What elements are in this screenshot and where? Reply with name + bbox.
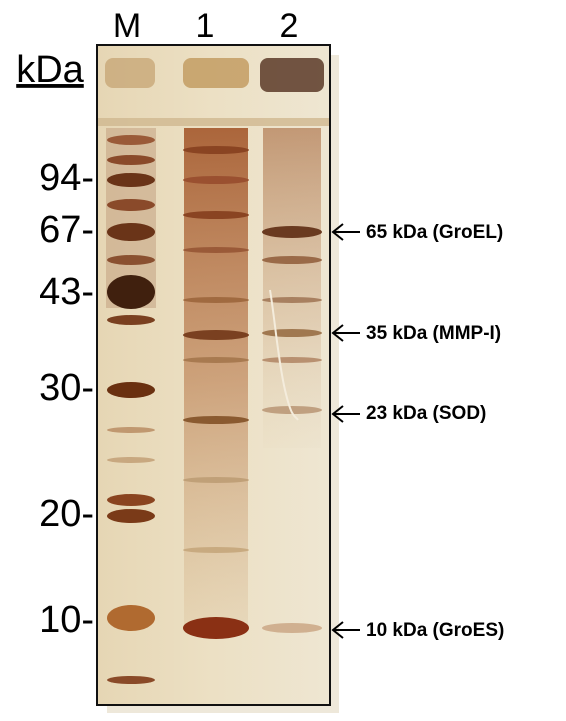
band (262, 256, 322, 264)
band (183, 211, 249, 219)
band (183, 247, 249, 253)
band (107, 199, 155, 211)
band (183, 330, 249, 340)
band (107, 223, 155, 241)
band (262, 357, 322, 363)
band (183, 617, 249, 639)
marker-label: 20- (39, 493, 94, 535)
band (183, 176, 249, 184)
band (107, 494, 155, 506)
marker-label: 94- (39, 157, 94, 199)
band (107, 173, 155, 187)
band (183, 297, 249, 303)
band (107, 605, 155, 631)
band (183, 58, 249, 88)
band (105, 58, 155, 88)
marker-label: 10- (39, 599, 94, 641)
band (107, 255, 155, 265)
band (107, 275, 155, 309)
marker-label: 43- (39, 271, 94, 313)
annotation: 65 kDa (GroEL) (366, 222, 503, 243)
annotation: 23 kDa (SOD) (366, 403, 486, 424)
band (183, 357, 249, 363)
band (183, 547, 249, 553)
band (183, 477, 249, 483)
band (107, 382, 155, 398)
band (107, 155, 155, 165)
lane-label: 1 (196, 7, 215, 45)
unit-label: kDa (16, 49, 84, 91)
band (262, 226, 322, 238)
band (183, 146, 249, 154)
band (262, 329, 322, 337)
lane-label: M (113, 7, 141, 45)
band (98, 118, 329, 126)
gel-figure: M 1 2 kDa 94- 67- 43- 30- 20- 10- 65 kDa… (0, 0, 566, 716)
lane-label: 2 (280, 7, 299, 45)
band (183, 416, 249, 424)
band (263, 128, 321, 448)
annotation: 10 kDa (GroES) (366, 620, 504, 641)
marker-label: 30- (39, 367, 94, 409)
band (107, 457, 155, 463)
band (107, 427, 155, 433)
marker-label: 67- (39, 209, 94, 251)
band (107, 509, 155, 523)
band (260, 58, 324, 92)
band (107, 676, 155, 684)
band (262, 623, 322, 633)
band (107, 135, 155, 145)
annotation: 35 kDa (MMP-I) (366, 323, 501, 344)
band (107, 315, 155, 325)
